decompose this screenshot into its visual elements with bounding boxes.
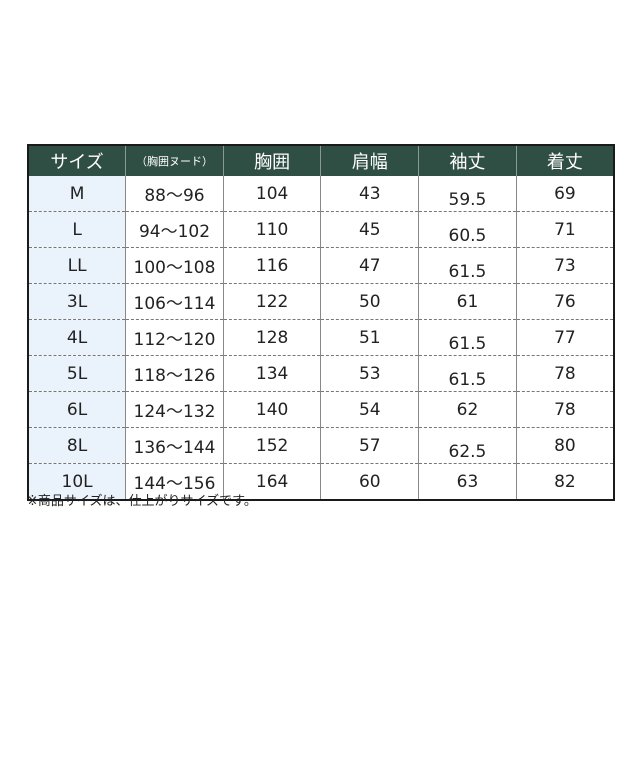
cell-chest-nude: 144～156 (125, 463, 224, 500)
header-size: サイズ (27, 145, 126, 176)
cell-length: 76 (515, 283, 614, 320)
header-row: サイズ （胸囲ヌード） 胸囲 肩幅 袖丈 着丈 (27, 145, 614, 176)
size-chart-table: サイズ （胸囲ヌード） 胸囲 肩幅 袖丈 着丈 M 88～96 104 43 59.5 6… (27, 144, 615, 501)
cell-sleeve: 61.5 (418, 319, 517, 356)
cell-shoulder: 53 (320, 355, 419, 392)
cell-chest-nude: 88～96 (125, 176, 224, 212)
cell-chest: 164 (222, 463, 321, 500)
cell-chest-nude: 94～102 (125, 211, 224, 248)
cell-chest: 104 (222, 176, 321, 212)
cell-size: 6L (27, 391, 126, 428)
header-chest-nude: （胸囲ヌード） (125, 145, 224, 176)
table-row: L 94～102 110 45 60.5 71 (27, 211, 614, 248)
cell-size: 10L (27, 463, 126, 500)
cell-chest: 122 (222, 283, 321, 320)
cell-chest-nude: 112～120 (125, 319, 224, 356)
cell-sleeve: 61.5 (418, 247, 517, 284)
cell-size: 5L (27, 355, 126, 392)
cell-chest: 128 (222, 319, 321, 356)
cell-size: 4L (27, 319, 126, 356)
cell-sleeve: 61.5 (418, 355, 517, 392)
cell-chest-nude: 124～132 (125, 391, 224, 428)
cell-chest: 110 (222, 211, 321, 248)
cell-sleeve: 61 (418, 283, 517, 320)
cell-shoulder: 45 (320, 211, 419, 248)
size-note: ※商品サイズは、仕上がりサイズです。 (27, 494, 257, 509)
cell-chest-nude: 100～108 (125, 247, 224, 284)
table-row: 6L 124～132 140 54 62 78 (27, 391, 614, 428)
cell-chest: 152 (222, 427, 321, 464)
cell-size: 8L (27, 427, 126, 464)
cell-length: 69 (515, 176, 614, 212)
cell-size: M (27, 176, 126, 212)
cell-size: LL (27, 247, 126, 284)
cell-chest-nude: 106～114 (125, 283, 224, 320)
table-row: 3L 106～114 122 50 61 76 (27, 283, 614, 320)
cell-sleeve: 62 (418, 391, 517, 428)
cell-shoulder: 47 (320, 247, 419, 284)
header-length: 着丈 (515, 145, 614, 176)
header-sleeve: 袖丈 (418, 145, 517, 176)
cell-chest: 140 (222, 391, 321, 428)
header-shoulder: 肩幅 (320, 145, 419, 176)
cell-chest-nude: 118～126 (125, 355, 224, 392)
table-row: M 88～96 104 43 59.5 69 (27, 176, 614, 212)
cell-length: 77 (515, 319, 614, 356)
cell-sleeve: 60.5 (418, 211, 517, 248)
cell-size: 3L (27, 283, 126, 320)
cell-shoulder: 51 (320, 319, 419, 356)
table-row: 4L 112～120 128 51 61.5 77 (27, 319, 614, 356)
cell-shoulder: 54 (320, 391, 419, 428)
cell-length: 78 (515, 355, 614, 392)
cell-length: 80 (515, 427, 614, 464)
table-row: 10L 144～156 164 60 63 82 (27, 463, 614, 500)
cell-length: 73 (515, 247, 614, 284)
cell-length: 78 (515, 391, 614, 428)
cell-shoulder: 50 (320, 283, 419, 320)
cell-length: 71 (515, 211, 614, 248)
table-row: 8L 136～144 152 57 62.5 80 (27, 427, 614, 464)
cell-shoulder: 60 (320, 463, 419, 500)
cell-chest: 116 (222, 247, 321, 284)
cell-sleeve: 59.5 (418, 176, 517, 212)
cell-chest-nude: 136～144 (125, 427, 224, 464)
cell-sleeve: 62.5 (418, 427, 517, 464)
cell-shoulder: 57 (320, 427, 419, 464)
table-row: LL 100～108 116 47 61.5 73 (27, 247, 614, 284)
cell-size: L (27, 211, 126, 248)
cell-chest: 134 (222, 355, 321, 392)
cell-shoulder: 43 (320, 176, 419, 212)
cell-length: 82 (515, 463, 614, 500)
header-chest: 胸囲 (222, 145, 321, 176)
cell-sleeve: 63 (418, 463, 517, 500)
table-row: 5L 118～126 134 53 61.5 78 (27, 355, 614, 392)
